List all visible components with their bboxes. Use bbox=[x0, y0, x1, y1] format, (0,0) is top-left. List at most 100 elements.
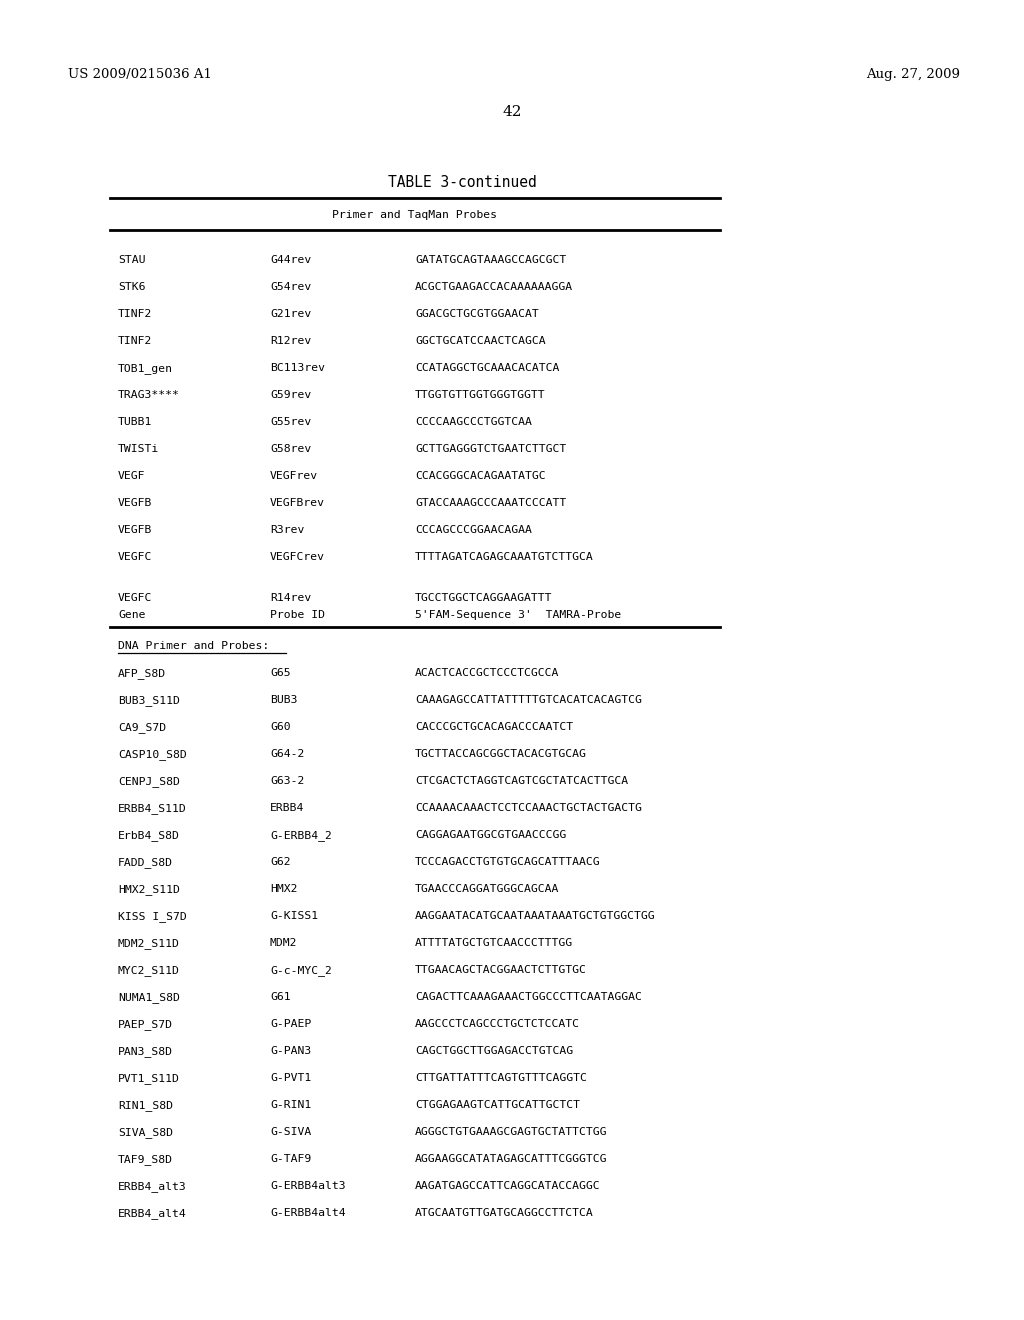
Text: TAF9_S8D: TAF9_S8D bbox=[118, 1154, 173, 1166]
Text: STAU: STAU bbox=[118, 255, 145, 265]
Text: Aug. 27, 2009: Aug. 27, 2009 bbox=[866, 69, 961, 81]
Text: CCCAGCCCGGAACAGAA: CCCAGCCCGGAACAGAA bbox=[415, 525, 531, 535]
Text: G-ERBB4alt3: G-ERBB4alt3 bbox=[270, 1181, 346, 1191]
Text: G-c-MYC_2: G-c-MYC_2 bbox=[270, 965, 332, 975]
Text: CA9_S7D: CA9_S7D bbox=[118, 722, 166, 733]
Text: G21rev: G21rev bbox=[270, 309, 311, 319]
Text: G60: G60 bbox=[270, 722, 291, 733]
Text: R3rev: R3rev bbox=[270, 525, 304, 535]
Text: CCAAAACAAACTCCTCCAAACTGCTACTGACTG: CCAAAACAAACTCCTCCAAACTGCTACTGACTG bbox=[415, 803, 642, 813]
Text: TGCTTACCAGCGGCTACACGTGCAG: TGCTTACCAGCGGCTACACGTGCAG bbox=[415, 748, 587, 759]
Text: ACGCTGAAGACCACAAAAAAGGA: ACGCTGAAGACCACAAAAAAGGA bbox=[415, 282, 573, 292]
Text: G62: G62 bbox=[270, 857, 291, 867]
Text: Primer and TaqMan Probes: Primer and TaqMan Probes bbox=[333, 210, 498, 220]
Text: MDM2: MDM2 bbox=[270, 939, 298, 948]
Text: ErbB4_S8D: ErbB4_S8D bbox=[118, 830, 180, 841]
Text: SIVA_S8D: SIVA_S8D bbox=[118, 1127, 173, 1138]
Text: ACACTCACCGCTCCCTCGCCA: ACACTCACCGCTCCCTCGCCA bbox=[415, 668, 559, 678]
Text: VEGFCrev: VEGFCrev bbox=[270, 552, 325, 562]
Text: CCACGGGCACAGAATATGC: CCACGGGCACAGAATATGC bbox=[415, 471, 546, 480]
Text: CTTGATTATTTCAGTGTTTCAGGTC: CTTGATTATTTCAGTGTTTCAGGTC bbox=[415, 1073, 587, 1082]
Text: AAGGAATACATGCAATAAATAAATGCTGTGGCTGG: AAGGAATACATGCAATAAATAAATGCTGTGGCTGG bbox=[415, 911, 655, 921]
Text: VEGFC: VEGFC bbox=[118, 593, 153, 603]
Text: PAN3_S8D: PAN3_S8D bbox=[118, 1045, 173, 1057]
Text: GATATGCAGTAAAGCCAGCGCT: GATATGCAGTAAAGCCAGCGCT bbox=[415, 255, 566, 265]
Text: ATGCAATGTTGATGCAGGCCTTCTCA: ATGCAATGTTGATGCAGGCCTTCTCA bbox=[415, 1208, 594, 1218]
Text: PVT1_S11D: PVT1_S11D bbox=[118, 1073, 180, 1084]
Text: RIN1_S8D: RIN1_S8D bbox=[118, 1100, 173, 1111]
Text: TTGGTGTTGGTGGGTGGTT: TTGGTGTTGGTGGGTGGTT bbox=[415, 389, 546, 400]
Text: TCCCAGACCTGTGTGCAGCATTTAACG: TCCCAGACCTGTGTGCAGCATTTAACG bbox=[415, 857, 601, 867]
Text: VEGFB: VEGFB bbox=[118, 525, 153, 535]
Text: G-PAN3: G-PAN3 bbox=[270, 1045, 311, 1056]
Text: G63-2: G63-2 bbox=[270, 776, 304, 785]
Text: VEGF: VEGF bbox=[118, 471, 145, 480]
Text: TGAACCCAGGATGGGCAGCAA: TGAACCCAGGATGGGCAGCAA bbox=[415, 884, 559, 894]
Text: HMX2: HMX2 bbox=[270, 884, 298, 894]
Text: G-SIVA: G-SIVA bbox=[270, 1127, 311, 1137]
Text: R12rev: R12rev bbox=[270, 337, 311, 346]
Text: G65: G65 bbox=[270, 668, 291, 678]
Text: DNA Primer and Probes:: DNA Primer and Probes: bbox=[118, 642, 269, 651]
Text: CAGACTTCAAAGAAACTGGCCCTTCAATAGGAC: CAGACTTCAAAGAAACTGGCCCTTCAATAGGAC bbox=[415, 993, 642, 1002]
Text: TINF2: TINF2 bbox=[118, 309, 153, 319]
Text: G64-2: G64-2 bbox=[270, 748, 304, 759]
Text: TRAG3****: TRAG3**** bbox=[118, 389, 180, 400]
Text: AGGGCTGTGAAAGCGAGTGCTATTCTGG: AGGGCTGTGAAAGCGAGTGCTATTCTGG bbox=[415, 1127, 607, 1137]
Text: CCCCAAGCCCTGGTCAA: CCCCAAGCCCTGGTCAA bbox=[415, 417, 531, 426]
Text: CAGCTGGCTTGGAGACCTGTCAG: CAGCTGGCTTGGAGACCTGTCAG bbox=[415, 1045, 573, 1056]
Text: Probe ID: Probe ID bbox=[270, 610, 325, 620]
Text: BUB3_S11D: BUB3_S11D bbox=[118, 696, 180, 706]
Text: BUB3: BUB3 bbox=[270, 696, 298, 705]
Text: ERBB4_alt4: ERBB4_alt4 bbox=[118, 1208, 186, 1218]
Text: TWISTi: TWISTi bbox=[118, 444, 160, 454]
Text: G-RIN1: G-RIN1 bbox=[270, 1100, 311, 1110]
Text: HMX2_S11D: HMX2_S11D bbox=[118, 884, 180, 895]
Text: ERBB4_alt3: ERBB4_alt3 bbox=[118, 1181, 186, 1192]
Text: VEGFrev: VEGFrev bbox=[270, 471, 318, 480]
Text: BC113rev: BC113rev bbox=[270, 363, 325, 374]
Text: VEGFC: VEGFC bbox=[118, 552, 153, 562]
Text: GCTTGAGGGTCTGAATCTTGCT: GCTTGAGGGTCTGAATCTTGCT bbox=[415, 444, 566, 454]
Text: G-TAF9: G-TAF9 bbox=[270, 1154, 311, 1164]
Text: MDM2_S11D: MDM2_S11D bbox=[118, 939, 180, 949]
Text: FADD_S8D: FADD_S8D bbox=[118, 857, 173, 869]
Text: CACCCGCTGCACAGACCCAATCT: CACCCGCTGCACAGACCCAATCT bbox=[415, 722, 573, 733]
Text: Gene: Gene bbox=[118, 610, 145, 620]
Text: G-KISS1: G-KISS1 bbox=[270, 911, 318, 921]
Text: G58rev: G58rev bbox=[270, 444, 311, 454]
Text: G-PVT1: G-PVT1 bbox=[270, 1073, 311, 1082]
Text: PAEP_S7D: PAEP_S7D bbox=[118, 1019, 173, 1030]
Text: CAGGAGAATGGCGTGAACCCGG: CAGGAGAATGGCGTGAACCCGG bbox=[415, 830, 566, 840]
Text: CASP10_S8D: CASP10_S8D bbox=[118, 748, 186, 760]
Text: VEGFBrev: VEGFBrev bbox=[270, 498, 325, 508]
Text: TABLE 3-continued: TABLE 3-continued bbox=[388, 176, 537, 190]
Text: G59rev: G59rev bbox=[270, 389, 311, 400]
Text: ERBB4_S11D: ERBB4_S11D bbox=[118, 803, 186, 814]
Text: GTACCAAAGCCCAAATCCCATT: GTACCAAAGCCCAAATCCCATT bbox=[415, 498, 566, 508]
Text: VEGFB: VEGFB bbox=[118, 498, 153, 508]
Text: TOB1_gen: TOB1_gen bbox=[118, 363, 173, 374]
Text: MYC2_S11D: MYC2_S11D bbox=[118, 965, 180, 975]
Text: R14rev: R14rev bbox=[270, 593, 311, 603]
Text: AAGATGAGCCATTCAGGCATACCAGGC: AAGATGAGCCATTCAGGCATACCAGGC bbox=[415, 1181, 601, 1191]
Text: TTTTAGATCAGAGCAAATGTCTTGCA: TTTTAGATCAGAGCAAATGTCTTGCA bbox=[415, 552, 594, 562]
Text: G55rev: G55rev bbox=[270, 417, 311, 426]
Text: AAGCCCTCAGCCCTGCTCTCCATC: AAGCCCTCAGCCCTGCTCTCCATC bbox=[415, 1019, 580, 1030]
Text: CTGGAGAAGTCATTGCATTGCTCT: CTGGAGAAGTCATTGCATTGCTCT bbox=[415, 1100, 580, 1110]
Text: CCATAGGCTGCAAACACATCA: CCATAGGCTGCAAACACATCA bbox=[415, 363, 559, 374]
Text: TINF2: TINF2 bbox=[118, 337, 153, 346]
Text: TGCCTGGCTCAGGAAGATTT: TGCCTGGCTCAGGAAGATTT bbox=[415, 593, 553, 603]
Text: KISS I_S7D: KISS I_S7D bbox=[118, 911, 186, 921]
Text: NUMA1_S8D: NUMA1_S8D bbox=[118, 993, 180, 1003]
Text: GGCTGCATCCAACTCAGCA: GGCTGCATCCAACTCAGCA bbox=[415, 337, 546, 346]
Text: G61: G61 bbox=[270, 993, 291, 1002]
Text: TTGAACAGCTACGGAACTCTTGTGC: TTGAACAGCTACGGAACTCTTGTGC bbox=[415, 965, 587, 975]
Text: G-ERBB4alt4: G-ERBB4alt4 bbox=[270, 1208, 346, 1218]
Text: CAAAGAGCCATTATTTTTGTCACATCACAGTCG: CAAAGAGCCATTATTTTTGTCACATCACAGTCG bbox=[415, 696, 642, 705]
Text: ATTTTATGCTGTCAACCCTTTGG: ATTTTATGCTGTCAACCCTTTGG bbox=[415, 939, 573, 948]
Text: CTCGACTCTAGGTCAGTCGCTATCACTTGCA: CTCGACTCTAGGTCAGTCGCTATCACTTGCA bbox=[415, 776, 628, 785]
Text: 5'FAM-Sequence 3'  TAMRA-Probe: 5'FAM-Sequence 3' TAMRA-Probe bbox=[415, 610, 622, 620]
Text: ERBB4: ERBB4 bbox=[270, 803, 304, 813]
Text: 42: 42 bbox=[502, 106, 522, 119]
